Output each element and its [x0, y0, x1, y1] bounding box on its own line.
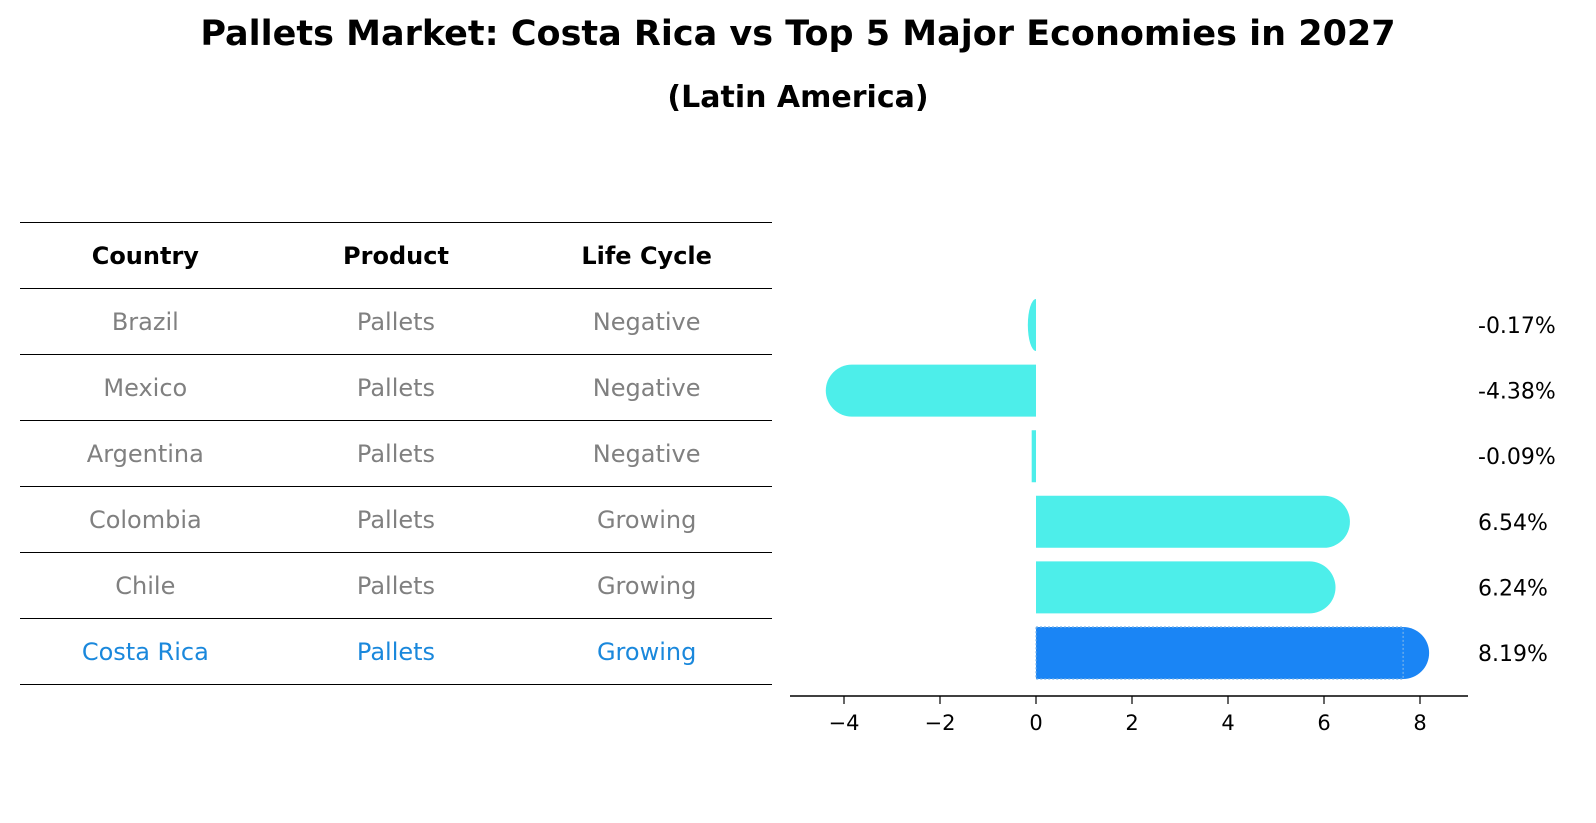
product-cell: Pallets	[356, 571, 436, 600]
country-cell: Brazil	[111, 307, 179, 336]
x-tick-label: 8	[1413, 711, 1426, 735]
product-cell: Pallets	[356, 505, 436, 534]
bar-highlight	[1036, 627, 1430, 679]
table-header-row: Country Product Life Cycle	[20, 222, 772, 288]
bar-highlight-outline	[1035, 626, 1404, 680]
table-row: Argentina Pallets Negative	[20, 420, 772, 486]
chart-title: Pallets Market: Costa Rica vs Top 5 Majo…	[200, 14, 1396, 54]
life-cycle-cell: Growing	[596, 505, 697, 534]
chart-subtitle: (Latin America)	[667, 80, 929, 115]
life-cycle-cell: Growing	[596, 637, 697, 666]
header-product: Product	[343, 241, 449, 270]
x-tick-label: 0	[1029, 711, 1042, 735]
bar-value-label: -0.17%	[1478, 314, 1556, 339]
bar	[1027, 299, 1036, 351]
bar	[1036, 495, 1350, 548]
x-tick-label: −2	[925, 711, 956, 735]
table-row: Chile Pallets Growing	[20, 552, 772, 618]
header-life-cycle: Life Cycle	[581, 241, 712, 270]
table-row: Brazil Pallets Negative	[20, 288, 772, 354]
bar	[1036, 561, 1336, 614]
x-tick-label: −4	[829, 711, 860, 735]
x-tick-label: 2	[1125, 711, 1138, 735]
life-cycle-cell: Negative	[592, 439, 701, 468]
country-cell: Colombia	[88, 505, 202, 534]
bar-value-label: 6.54%	[1478, 511, 1548, 536]
country-cell: Argentina	[86, 439, 204, 468]
bar	[1031, 430, 1036, 483]
table-row: Mexico Pallets Negative	[20, 354, 772, 420]
bar-value-label: -4.38%	[1478, 380, 1556, 405]
header-country: Country	[91, 241, 199, 270]
table-row-highlight: Costa Rica Pallets Growing	[20, 618, 772, 685]
bar-value-label: 6.24%	[1478, 576, 1548, 601]
bar-value-label: 8.19%	[1478, 642, 1548, 667]
country-cell: Costa Rica	[81, 637, 209, 666]
country-cell: Chile	[115, 571, 176, 600]
life-cycle-cell: Negative	[592, 373, 701, 402]
x-tick-label: 6	[1317, 711, 1330, 735]
data-table: Country Product Life Cycle Brazil Pallet…	[20, 222, 772, 685]
table-row: Colombia Pallets Growing	[20, 486, 772, 552]
product-cell: Pallets	[356, 373, 436, 402]
product-cell: Pallets	[356, 439, 436, 468]
bar	[825, 364, 1036, 417]
x-tick-label: 4	[1221, 711, 1234, 735]
bar-value-label: -0.09%	[1478, 445, 1556, 470]
country-cell: Mexico	[103, 373, 188, 402]
life-cycle-cell: Negative	[592, 307, 701, 336]
product-cell: Pallets	[356, 637, 436, 666]
product-cell: Pallets	[356, 307, 436, 336]
life-cycle-cell: Growing	[596, 571, 697, 600]
